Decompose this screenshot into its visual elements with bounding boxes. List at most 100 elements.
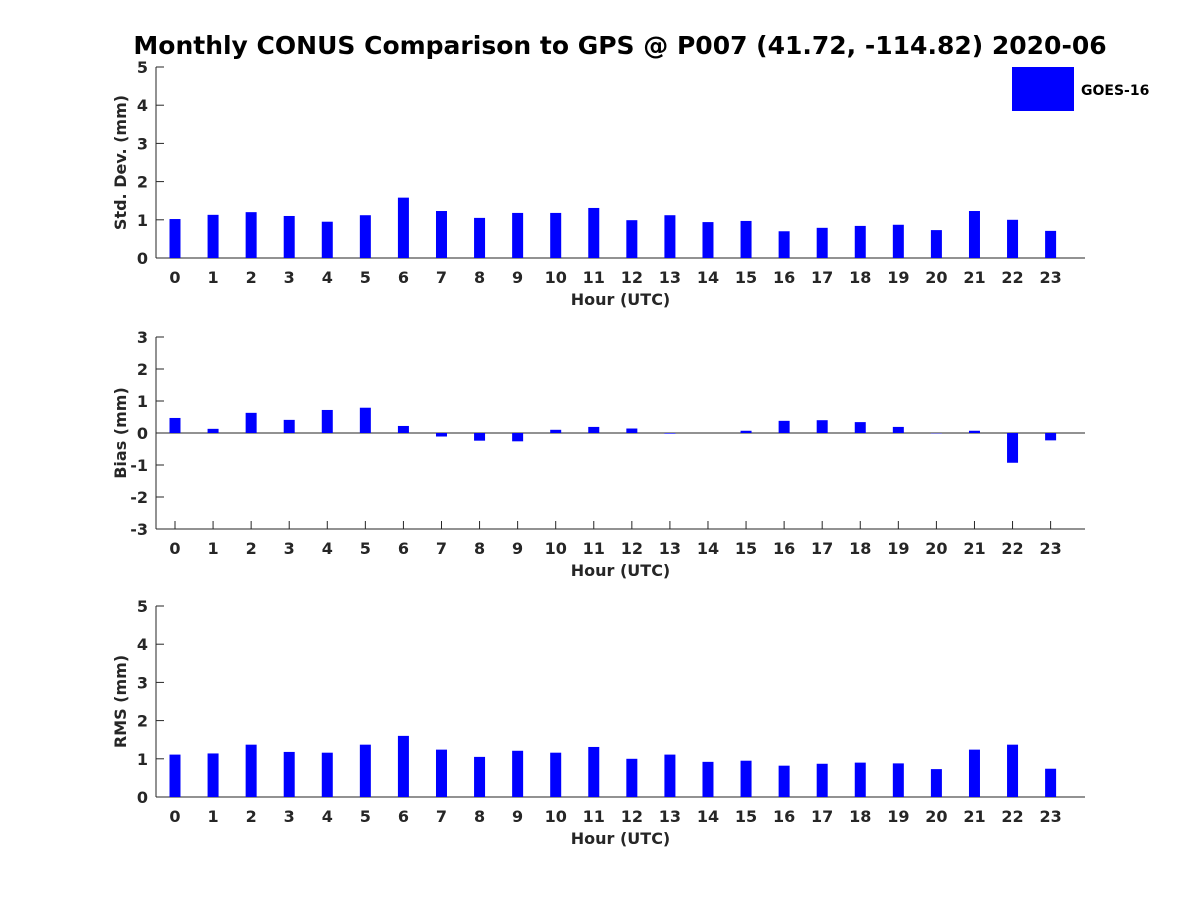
stddev-y-tick-label: 2 <box>137 173 148 192</box>
stddev-bar-hour-0 <box>169 219 181 258</box>
bias-bar-hour-23 <box>1045 433 1057 441</box>
stddev-x-tick-label: 23 <box>1039 268 1061 287</box>
bias-bar-hour-16 <box>778 420 790 433</box>
bias-x-tick-label: 3 <box>284 539 295 558</box>
stddev-bar-hour-5 <box>359 215 371 258</box>
rms-y-tick-label: 0 <box>137 788 148 807</box>
rms-bar-hour-10 <box>550 752 562 797</box>
rms-x-tick-label: 7 <box>436 807 447 826</box>
bias-bar-hour-21 <box>968 430 980 433</box>
bias-bar-hour-18 <box>854 422 866 433</box>
stddev-bar-hour-13 <box>664 215 676 258</box>
stddev-y-axis-label: Std. Dev. (mm) <box>111 95 130 230</box>
bias-x-tick-label: 21 <box>963 539 985 558</box>
bias-x-tick-label: 15 <box>735 539 757 558</box>
stddev-bar-hour-15 <box>740 220 752 258</box>
stddev-bar-hour-7 <box>435 211 447 258</box>
stddev-x-tick-label: 15 <box>735 268 757 287</box>
rms-y-tick-label: 2 <box>137 712 148 731</box>
stddev-bar-hour-21 <box>968 211 980 258</box>
bias-x-tick-label: 10 <box>545 539 567 558</box>
rms-bar-hour-20 <box>930 769 942 797</box>
stddev-x-tick-label: 2 <box>246 268 257 287</box>
rms-x-tick-label: 0 <box>169 807 180 826</box>
bias-y-tick-label: 0 <box>137 424 148 443</box>
rms-x-tick-label: 12 <box>621 807 643 826</box>
bias-x-tick-label: 0 <box>169 539 180 558</box>
stddev-bar-hour-9 <box>512 212 524 258</box>
bias-x-tick-label: 13 <box>659 539 681 558</box>
stddev-x-tick-label: 5 <box>360 268 371 287</box>
bias-x-tick-label: 11 <box>583 539 605 558</box>
stddev-y-tick-label: 5 <box>137 58 148 77</box>
rms-y-tick-label: 5 <box>137 597 148 616</box>
stddev-x-tick-label: 14 <box>697 268 719 287</box>
bias-bar-hour-15 <box>740 430 752 433</box>
rms-bar-hour-17 <box>816 763 828 797</box>
stddev-x-tick-label: 8 <box>474 268 485 287</box>
stddev-bar-hour-6 <box>397 197 409 258</box>
rms-bar-hour-16 <box>778 765 790 797</box>
bias-bar-hour-13 <box>664 433 676 434</box>
rms-x-tick-label: 5 <box>360 807 371 826</box>
bias-y-tick-label: 2 <box>137 360 148 379</box>
stddev-bar-hour-22 <box>1007 219 1019 258</box>
stddev-bar-hour-16 <box>778 231 790 258</box>
rms-bar-hour-18 <box>854 762 866 797</box>
bias-bar-hour-10 <box>550 429 562 433</box>
stddev-bar-hour-19 <box>892 224 904 258</box>
stddev-bar-hour-18 <box>854 225 866 258</box>
stddev-bar-hour-23 <box>1045 230 1057 258</box>
bias-x-tick-label: 12 <box>621 539 643 558</box>
rms-bar-hour-12 <box>626 758 638 797</box>
rms-x-tick-label: 23 <box>1039 807 1061 826</box>
rms-x-tick-label: 15 <box>735 807 757 826</box>
bias-x-tick-label: 7 <box>436 539 447 558</box>
bias-bar-hour-17 <box>816 420 828 433</box>
stddev-x-axis-label: Hour (UTC) <box>571 290 671 309</box>
stddev-x-tick-label: 1 <box>207 268 218 287</box>
bias-bar-hour-11 <box>588 426 600 433</box>
rms-bar-hour-6 <box>397 735 409 797</box>
rms-bar-hour-4 <box>321 752 333 797</box>
rms-bar-hour-2 <box>245 744 257 797</box>
rms-x-tick-label: 20 <box>925 807 947 826</box>
stddev-bar-hour-4 <box>321 221 333 258</box>
rms-bar-hour-23 <box>1045 768 1057 797</box>
stddev-x-tick-label: 17 <box>811 268 833 287</box>
stddev-x-tick-label: 19 <box>887 268 909 287</box>
rms-x-tick-label: 6 <box>398 807 409 826</box>
figure-title: Monthly CONUS Comparison to GPS @ P007 (… <box>133 31 1106 60</box>
rms-x-tick-label: 11 <box>583 807 605 826</box>
stddev-y-tick-label: 4 <box>137 96 148 115</box>
bias-y-axis-label: Bias (mm) <box>111 387 130 479</box>
rms-x-tick-label: 2 <box>246 807 257 826</box>
stddev-y-tick-label: 3 <box>137 134 148 153</box>
bias-y-tick-label: -2 <box>130 488 148 507</box>
rms-x-tick-label: 1 <box>207 807 218 826</box>
rms-x-tick-label: 16 <box>773 807 795 826</box>
rms-bar-hour-5 <box>359 744 371 797</box>
rms-bar-hour-21 <box>968 749 980 797</box>
rms-bar-hour-14 <box>702 761 714 797</box>
bias-bar-hour-6 <box>397 425 409 433</box>
bias-bar-hour-4 <box>321 409 333 433</box>
stddev-bar-hour-11 <box>588 207 600 258</box>
rms-x-tick-label: 3 <box>284 807 295 826</box>
bias-x-tick-label: 19 <box>887 539 909 558</box>
bias-x-tick-label: 22 <box>1001 539 1023 558</box>
stddev-x-tick-label: 10 <box>545 268 567 287</box>
bias-bar-hour-7 <box>435 433 447 437</box>
legend-swatch <box>1012 67 1074 111</box>
stddev-x-tick-label: 6 <box>398 268 409 287</box>
bias-x-tick-label: 5 <box>360 539 371 558</box>
rms-bar-hour-22 <box>1007 744 1019 797</box>
rms-x-tick-label: 21 <box>963 807 985 826</box>
bias-y-tick-label: 3 <box>137 328 148 347</box>
stddev-x-tick-label: 9 <box>512 268 523 287</box>
rms-bar-hour-1 <box>207 753 219 797</box>
bias-x-tick-label: 9 <box>512 539 523 558</box>
bias-x-tick-label: 6 <box>398 539 409 558</box>
